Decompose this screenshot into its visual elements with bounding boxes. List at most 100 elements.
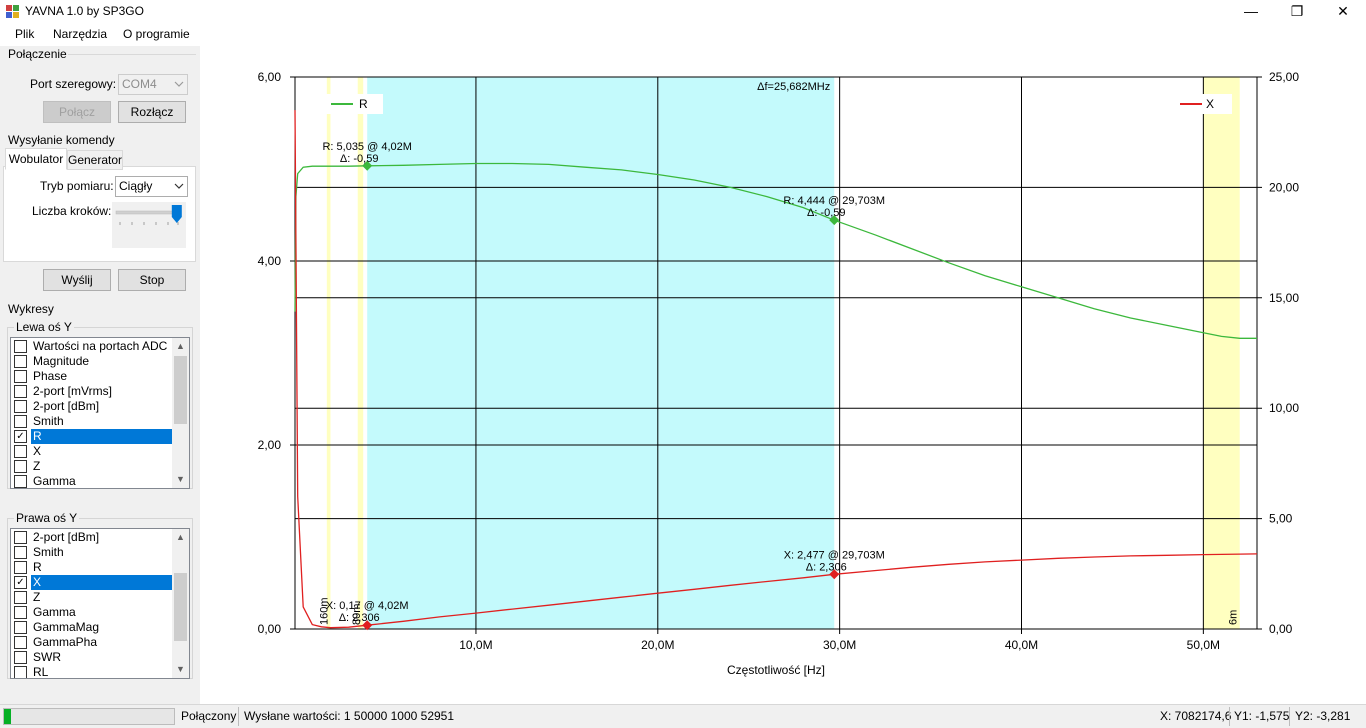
left-axis-list[interactable]: Gamma Z X ✓ R Smith 2-port [dBm] 2-port [mVrms]… [10,337,190,489]
checkbox[interactable] [14,666,27,678]
maximize-button[interactable]: ❐ [1290,3,1304,19]
list-item[interactable]: ✓ R [13,429,174,444]
checkbox[interactable] [14,531,27,544]
checkbox[interactable] [14,621,27,634]
port-select[interactable]: COM4 [118,74,188,95]
checkbox[interactable] [14,546,27,559]
checkbox[interactable] [14,385,27,398]
checkbox[interactable] [14,445,27,458]
list-item[interactable]: X [13,444,173,459]
list-item[interactable]: Z [13,459,173,474]
list-item-label: 2-port [dBm] [33,399,100,413]
y-right-tick-label: 25,00 [1269,70,1299,84]
right-axis-group: Prawa oś Y RL SWR GammaPha GammaMag Gamma Z ✓ X… [7,511,193,679]
checkbox[interactable] [14,415,27,428]
steps-slider[interactable] [112,202,186,248]
list-item[interactable]: RL [13,665,173,678]
scrollbar[interactable]: ▲ ▼ [172,338,189,488]
scroll-thumb[interactable] [174,573,187,641]
connect-button[interactable]: Połącz [43,101,111,123]
tab-wobulator[interactable]: Wobulator [5,148,67,170]
scroll-up-icon[interactable]: ▲ [176,532,185,542]
right-axis-title: Prawa oś Y [14,511,80,525]
checkbox[interactable] [14,340,27,353]
menu-o-programie[interactable]: O programie [123,27,190,41]
list-item[interactable]: SWR [13,650,173,665]
y-left-tick-label: 0,00 [258,622,282,636]
list-item[interactable]: ✓ X [13,575,174,590]
mode-label: Tryb pomiaru: [40,179,114,193]
list-item[interactable]: Wartości na portach ADC [13,339,173,354]
chevron-down-icon [174,183,184,189]
impedance-chart[interactable]: Δf=25,682MHz 160m 80m 6m 10,0M 20,0M 30,0M 40,… [200,46,1366,704]
list-item[interactable]: GammaPha [13,635,173,650]
cursor-x: X: 7082174,6 [1160,709,1232,723]
x-tick-label: 30,0M [823,638,856,652]
x-tick-label: 50,0M [1187,638,1220,652]
tab-generator[interactable]: Generator [67,150,123,170]
list-item[interactable]: R [13,560,173,575]
title-bar: YAVNA 1.0 by SP3GO — ❐ ✕ [0,0,1366,24]
marker-delta: Δ: -0,59 [340,153,379,165]
scroll-down-icon[interactable]: ▼ [176,664,185,674]
band-160m [326,77,331,629]
list-item-label: Z [33,459,41,473]
checkbox[interactable]: ✓ [14,430,27,443]
checkbox[interactable] [14,561,27,574]
checkbox[interactable] [14,651,27,664]
list-item[interactable]: Phase [13,369,173,384]
y-right-tick-label: 20,00 [1269,180,1299,194]
list-item[interactable]: Smith [13,414,173,429]
scroll-thumb[interactable] [174,356,187,424]
marker-label: X: 2,477 @ 29,703M [784,549,885,561]
cursor-y2: Y2: -3,281 [1295,709,1351,723]
checkbox[interactable] [14,606,27,619]
mode-select[interactable]: Ciągły [115,176,188,197]
list-item[interactable]: 2-port [dBm] [13,530,173,545]
stop-button[interactable]: Stop [118,269,186,291]
scroll-up-icon[interactable]: ▲ [176,341,185,351]
series-X-line [294,110,1258,629]
list-item-label: 2-port [mVrms] [33,384,112,398]
list-item-label: Gamma [33,474,76,488]
list-item[interactable]: Smith [13,545,173,560]
checkbox[interactable] [14,636,27,649]
app-icon [6,5,20,19]
marker-label: R: 5,035 @ 4,02M [322,141,411,153]
list-item[interactable]: 2-port [dBm] [13,399,173,414]
band-label: 160m [318,597,330,625]
checkbox[interactable] [14,591,27,604]
status-bar: Połączony Wysłane wartości: 1 50000 1000… [0,704,1366,728]
checkbox[interactable] [14,475,27,488]
list-item-label: GammaPha [33,635,98,649]
checkbox[interactable] [14,370,27,383]
wobulator-tab-pane: Tryb pomiaru: Ciągły Liczba kroków: [3,166,196,262]
scroll-down-icon[interactable]: ▼ [176,474,185,484]
chart-area[interactable]: Δf=25,682MHz 160m 80m 6m 10,0M 20,0M 30,0M 40,… [200,46,1366,704]
list-item[interactable]: Gamma [13,474,173,488]
list-item[interactable]: 2-port [mVrms] [13,384,173,399]
minimize-button[interactable]: — [1244,3,1258,19]
checkbox[interactable] [14,400,27,413]
list-item[interactable]: GammaMag [13,620,173,635]
list-item[interactable]: Gamma [13,605,173,620]
disconnect-button[interactable]: Rozłącz [118,101,186,123]
close-button[interactable]: ✕ [1337,3,1349,19]
checkbox[interactable] [14,460,27,473]
x-axis-title: Częstotliwość [Hz] [727,663,825,677]
list-item[interactable]: Magnitude [13,354,173,369]
band-6m [1203,77,1240,629]
marker-delta: Δ: 2,306 [806,561,847,573]
menu-narzedzia[interactable]: Narzędzia [53,27,108,41]
list-item-label: R [33,560,42,574]
marker-point [362,160,373,171]
checkbox[interactable]: ✓ [14,576,27,589]
right-axis-list[interactable]: RL SWR GammaPha GammaMag Gamma Z ✓ X R Smith 2-por… [10,528,190,679]
menu-plik[interactable]: Plik [15,27,35,41]
list-item-label: 2-port [dBm] [33,530,100,544]
checkbox[interactable] [14,355,27,368]
slider-thumb[interactable] [171,205,182,223]
send-button[interactable]: Wyślij [43,269,111,291]
scrollbar[interactable]: ▲ ▼ [172,529,189,678]
list-item[interactable]: Z [13,590,173,605]
